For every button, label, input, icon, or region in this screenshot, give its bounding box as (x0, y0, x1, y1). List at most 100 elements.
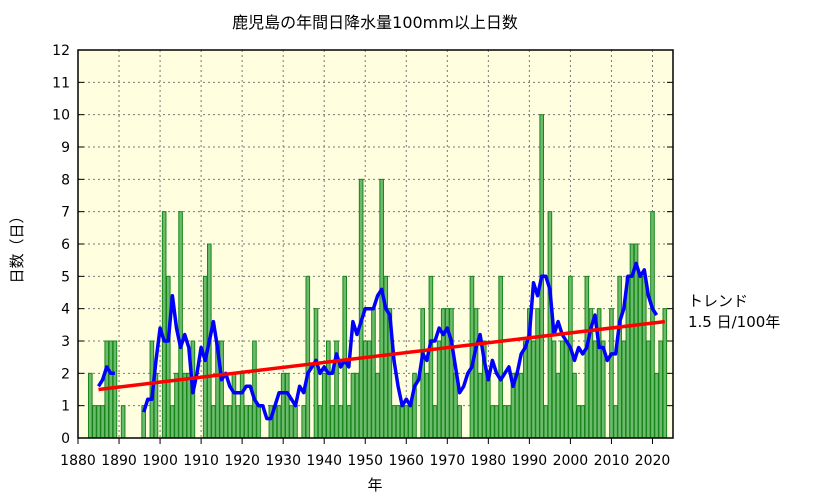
x-tick-label: 1970 (429, 453, 465, 469)
bar (580, 405, 586, 439)
bar (284, 372, 290, 439)
bar (449, 308, 454, 439)
bar (420, 308, 425, 439)
bar (289, 405, 294, 439)
bar (551, 340, 557, 439)
x-tick-label: 1990 (512, 453, 548, 469)
x-tick-label: 2000 (553, 453, 589, 469)
x-tick-label: 1960 (388, 453, 424, 469)
x-tick-label: 1910 (183, 453, 219, 469)
trend-label: トレンド (688, 292, 748, 310)
x-tick-label: 1930 (265, 453, 301, 469)
bar (342, 275, 348, 439)
bar (564, 340, 569, 439)
bar (646, 340, 651, 439)
y-tick-label: 3 (61, 334, 70, 350)
bar (227, 405, 233, 439)
bar (231, 372, 237, 439)
bar (498, 275, 503, 439)
bar (654, 372, 659, 439)
bar (494, 405, 499, 439)
bar (305, 275, 311, 439)
bar (371, 308, 376, 439)
bar (662, 308, 668, 439)
bar (313, 308, 319, 439)
bar (178, 211, 183, 439)
bar (92, 405, 97, 439)
x-tick-label: 1890 (101, 453, 137, 469)
bar (490, 405, 495, 439)
bar (637, 275, 643, 439)
bar (658, 340, 663, 439)
bar (408, 405, 413, 439)
bar (502, 405, 508, 439)
y-tick-label: 9 (61, 140, 70, 156)
bar (621, 340, 627, 439)
bar (522, 340, 528, 439)
y-tick-label: 10 (52, 108, 70, 124)
moving-average-line (142, 261, 659, 421)
bar (243, 405, 249, 439)
bar (395, 405, 401, 439)
bar (338, 405, 343, 439)
bar (428, 275, 434, 439)
bar (174, 372, 179, 439)
x-axis: 1880 1890 1900 1910 1920 1930 1940 1950 1960 1970… (60, 438, 670, 469)
bar (326, 340, 331, 439)
bar (486, 372, 491, 439)
bar (330, 405, 335, 439)
bar (256, 405, 261, 439)
y-tick-label: 1 (61, 399, 70, 415)
bar (211, 405, 216, 439)
bar (165, 275, 171, 439)
bar (617, 275, 622, 439)
bar (473, 308, 479, 439)
trend-line (98, 319, 666, 392)
x-tick-label: 1900 (142, 453, 178, 469)
bar (358, 178, 364, 439)
bar (301, 405, 306, 439)
bar (531, 340, 536, 439)
bar (223, 405, 229, 439)
bar (432, 405, 438, 439)
bar (161, 211, 167, 439)
x-tick-label: 1980 (471, 453, 507, 469)
x-tick-label: 1950 (347, 453, 383, 469)
bar (576, 405, 581, 439)
y-axis-label: 日数（日） (8, 208, 26, 283)
bar (120, 405, 126, 439)
bar (276, 405, 282, 439)
bar (375, 372, 380, 439)
bar (477, 372, 483, 439)
bar (170, 405, 175, 439)
bar (88, 372, 93, 439)
y-tick-label: 5 (61, 269, 70, 285)
y-tick-label: 11 (52, 75, 70, 91)
x-tick-label: 1880 (60, 453, 96, 469)
bar (293, 405, 298, 439)
bar (186, 372, 192, 439)
bar (317, 405, 323, 439)
y-tick-label: 6 (61, 237, 70, 253)
bar (239, 372, 245, 439)
x-axis-label: 年 (367, 476, 382, 494)
bar (346, 405, 352, 439)
y-tick-label: 2 (61, 366, 70, 382)
bar (354, 372, 360, 439)
bar (248, 405, 253, 439)
bar (96, 405, 101, 439)
bar (182, 372, 187, 439)
bar (219, 340, 224, 439)
bar (555, 372, 561, 439)
bar (592, 340, 598, 439)
bar (280, 372, 286, 439)
lines (97, 261, 666, 421)
y-tick-label: 4 (61, 302, 70, 318)
bar (547, 211, 553, 439)
bar (235, 405, 241, 439)
bar (391, 405, 397, 439)
bar (321, 372, 327, 439)
bar (362, 340, 368, 439)
